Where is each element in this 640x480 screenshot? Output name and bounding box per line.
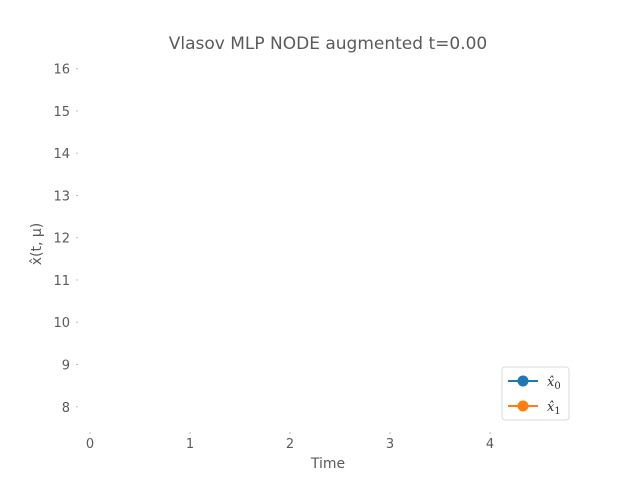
legend-marker-1 xyxy=(517,400,529,412)
legend-marker-0 xyxy=(517,375,529,387)
y-tick-label: 14 xyxy=(53,147,70,162)
x-tick-label: 0 xyxy=(86,437,94,452)
y-tick-label: 13 xyxy=(53,189,70,204)
x-tick-label: 1 xyxy=(186,437,194,452)
legend-label-1: x̂1 xyxy=(547,400,561,417)
x-tick-label: 4 xyxy=(486,437,494,452)
y-axis-ticks: 8 9 10 11 12 13 14 15 16 xyxy=(53,63,78,416)
legend-label-0: x̂0 xyxy=(547,375,561,392)
x-axis-label: Time xyxy=(310,456,345,472)
y-tick-label: 16 xyxy=(53,63,70,78)
y-axis-label: x̂(t, μ) xyxy=(29,223,45,266)
y-tick-label: 11 xyxy=(53,274,70,289)
y-tick-label: 10 xyxy=(53,316,70,331)
y-tick-label: 9 xyxy=(62,358,70,373)
y-tick-label: 8 xyxy=(62,401,70,416)
chart-title: Vlasov MLP NODE augmented t=0.00 xyxy=(169,34,487,54)
x-axis-ticks: 0 1 2 3 4 xyxy=(86,432,494,452)
x-tick-label: 3 xyxy=(386,437,394,452)
y-tick-label: 12 xyxy=(53,232,70,247)
y-tick-label: 15 xyxy=(53,105,70,120)
x-tick-label: 2 xyxy=(286,437,294,452)
legend: x̂0 x̂1 xyxy=(501,366,570,421)
